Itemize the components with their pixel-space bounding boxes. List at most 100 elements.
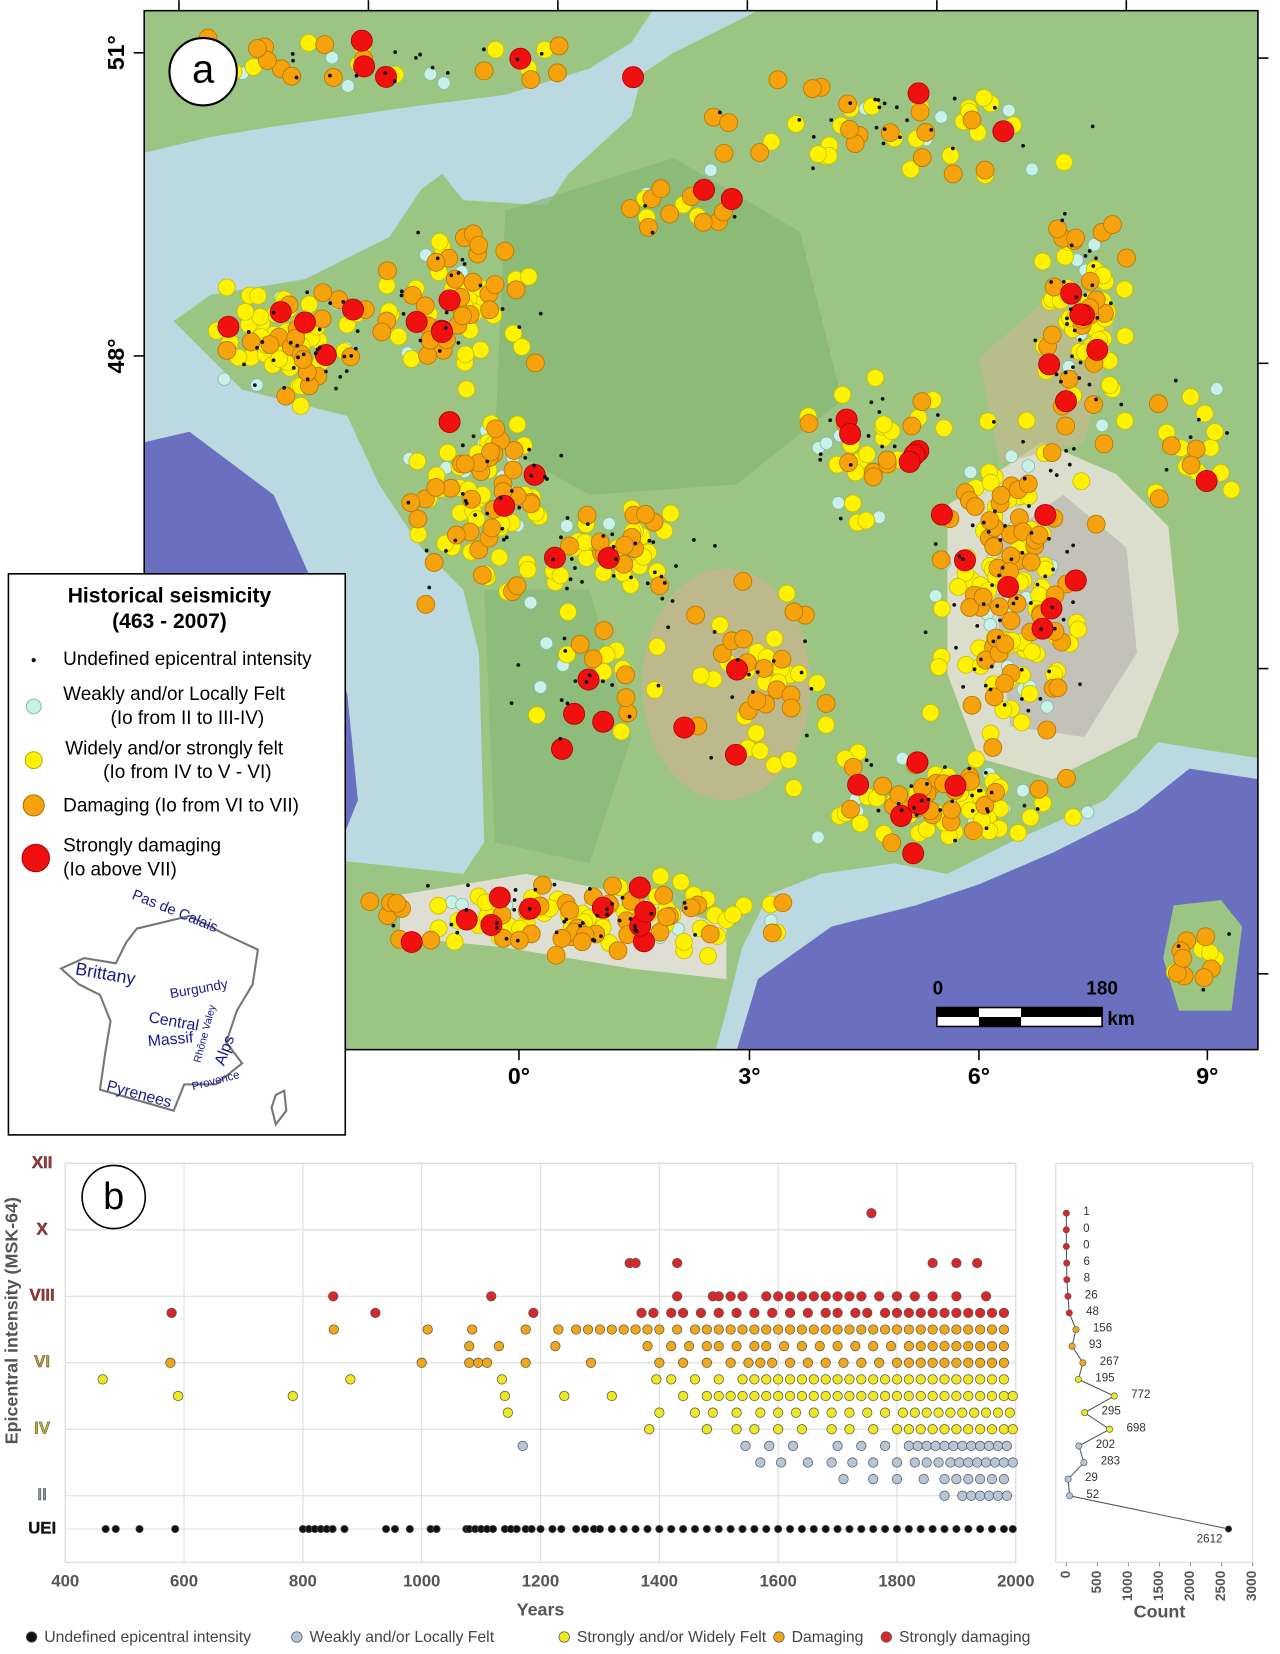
event-point <box>667 1524 676 1534</box>
event-point <box>915 1424 926 1435</box>
map-event <box>952 96 957 101</box>
map-event <box>747 672 751 677</box>
map-event <box>1090 283 1095 288</box>
map-event <box>424 553 444 572</box>
map-event <box>989 664 994 669</box>
map-event <box>551 737 573 760</box>
map-event <box>921 703 940 722</box>
map-event <box>943 164 963 184</box>
map-event <box>699 947 717 965</box>
map-event <box>1087 382 1092 387</box>
event-point <box>631 1524 640 1534</box>
event-point <box>832 1291 843 1302</box>
event-point <box>891 1357 903 1368</box>
x-tick-label: 0 <box>1058 1570 1073 1578</box>
map-event <box>360 892 380 912</box>
event-point <box>654 1357 665 1368</box>
event-point <box>986 1341 998 1352</box>
map-event <box>984 826 989 831</box>
legend-subtitle: (463 - 2007) <box>112 610 227 633</box>
map-event <box>1048 468 1053 473</box>
map-event <box>1001 611 1021 631</box>
event-point <box>740 1440 751 1452</box>
map-event <box>328 73 332 78</box>
map-event <box>512 338 531 356</box>
map-event <box>305 290 310 295</box>
count-point <box>1062 1226 1070 1234</box>
event-point <box>725 1324 736 1335</box>
map-event <box>416 230 421 235</box>
map-event <box>964 821 983 841</box>
event-point <box>998 1424 1010 1435</box>
map-event <box>1022 476 1027 481</box>
map-event <box>1043 574 1048 579</box>
map-event <box>724 905 742 924</box>
event-point <box>1007 1424 1018 1435</box>
panel-badge <box>81 1164 147 1230</box>
map-event <box>720 188 743 210</box>
event-point <box>821 1524 830 1534</box>
map-event <box>455 908 478 931</box>
legend-title: Historical seismicity <box>68 585 272 608</box>
scale-seg <box>936 1007 979 1017</box>
map-event <box>902 842 925 865</box>
event-point <box>833 1524 842 1534</box>
map-event <box>1009 824 1027 842</box>
map-event <box>217 315 240 338</box>
map-event <box>704 163 718 177</box>
map-event <box>662 581 667 585</box>
map-event <box>1064 808 1082 827</box>
map-event <box>896 801 901 806</box>
map-event <box>486 40 505 59</box>
legend-label: Strongly and/or Widely Felt <box>577 1629 767 1646</box>
event-point <box>743 1357 754 1368</box>
map-event <box>989 790 994 795</box>
map-event <box>1002 703 1007 707</box>
map-event <box>1117 248 1136 268</box>
event-point <box>951 1291 962 1302</box>
count-label: 267 <box>1100 1356 1119 1368</box>
map-event <box>565 516 570 520</box>
map-event <box>416 595 436 614</box>
event-point <box>517 1440 528 1452</box>
map-event <box>620 895 625 900</box>
event-point <box>951 1390 962 1402</box>
map-event <box>894 105 899 110</box>
map-event <box>493 494 516 517</box>
map-event <box>730 695 735 699</box>
map-event <box>1071 365 1075 370</box>
event-point <box>881 1524 890 1534</box>
map-event <box>648 637 666 656</box>
map-event <box>217 278 236 297</box>
event-point <box>915 1390 926 1402</box>
map-event <box>650 230 655 235</box>
map-event <box>925 782 929 786</box>
event-point <box>909 1291 920 1302</box>
map-event <box>474 61 494 81</box>
map-event <box>828 418 833 423</box>
map-event <box>965 497 985 516</box>
map-event <box>615 535 635 555</box>
event-point <box>287 1390 298 1402</box>
map-event <box>1051 567 1055 572</box>
map-event <box>521 70 541 89</box>
map-ticks <box>133 0 1269 1061</box>
map-event <box>1074 295 1079 300</box>
map-event <box>507 576 527 596</box>
map-event <box>1083 253 1088 258</box>
map-event <box>984 537 1004 557</box>
event-point <box>998 1307 1010 1319</box>
map-event <box>313 351 318 356</box>
map-event <box>857 511 876 530</box>
map-event <box>1007 594 1027 613</box>
map-event <box>933 542 938 546</box>
map-event <box>941 146 960 165</box>
event-point <box>778 1341 790 1352</box>
map-event <box>504 535 509 540</box>
y-tick-label: XII <box>32 1153 53 1172</box>
map-event <box>772 649 792 669</box>
map-event <box>1064 448 1068 453</box>
map-event <box>295 343 300 348</box>
map-event <box>509 489 514 493</box>
map-event <box>1021 808 1040 827</box>
